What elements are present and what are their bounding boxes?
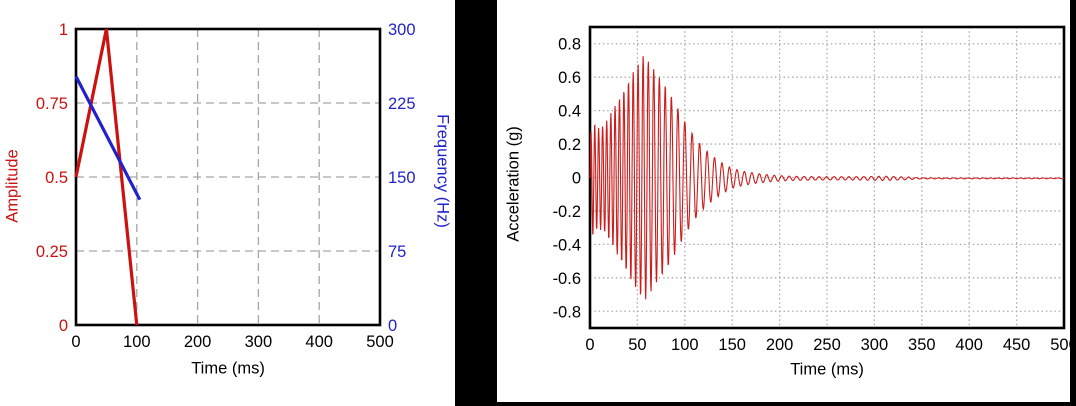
left-chart-amplitude-axis-label: Amplitude [3,149,22,223]
tick-label: 300 [388,21,416,39]
tick-label: -0.8 [553,303,581,321]
tick-label: 150 [388,169,416,187]
tick-label: 0 [71,333,80,351]
tick-label: 450 [1003,336,1031,354]
tick-label: 75 [388,243,406,261]
tick-label: 0.8 [558,36,581,54]
right-chart-tick-labels: 0 50 100 150 200 250 300 350 400 450 500 0.8 0.6 0.4 0… [553,36,1076,354]
tick-label: -0.4 [553,236,581,254]
tick-label: 250 [813,336,841,354]
tick-label: 0 [388,317,397,335]
tick-label: 50 [628,336,646,354]
tick-label: 0 [585,336,594,354]
tick-label: 0.4 [558,103,581,121]
tick-label: 350 [908,336,936,354]
left-chart-frequency-axis-label: Frequency (Hz) [433,114,452,228]
tick-label: 0.75 [36,95,68,113]
tick-label: 100 [671,336,699,354]
tick-label: 500 [366,333,394,351]
tick-label: 150 [718,336,746,354]
tick-label: 1 [59,21,68,39]
tick-label: 200 [766,336,794,354]
left-chart-tick-labels: 0 100 200 300 400 50000.250.50.75107515022530… [36,21,416,351]
tick-label: -0.6 [553,270,581,288]
bottom-edge-band [497,402,1076,406]
tick-label: 0.5 [45,169,68,187]
tick-label: 300 [861,336,889,354]
tick-label: 400 [305,333,333,351]
tick-label: 100 [123,333,151,351]
grid [76,29,380,325]
tick-label: 0.2 [558,136,581,154]
tick-label: 225 [388,95,416,113]
right-chart-acceleration-axis-label: Acceleration (g) [504,126,523,242]
divider-band [455,0,497,406]
tick-label: 400 [955,336,983,354]
amplitude-envelope-line [74,28,139,326]
tick-label: 0.25 [36,243,68,261]
tick-label: 200 [184,333,212,351]
grid [590,27,1064,328]
tick-label: 0 [59,317,68,335]
left-chart-time-axis-label: Time (ms) [191,359,265,378]
frequency-sweep-line [74,75,142,201]
tick-label: 0 [572,170,581,188]
acceleration-waveform-line [589,56,1065,300]
right-chart-time-axis-label: Time (ms) [790,360,864,379]
right-edge-band [1070,0,1076,406]
tick-label: 500 [1050,336,1076,354]
tick-label: 300 [245,333,273,351]
tick-label: -0.2 [553,203,581,221]
tick-label: 0.6 [558,69,581,87]
